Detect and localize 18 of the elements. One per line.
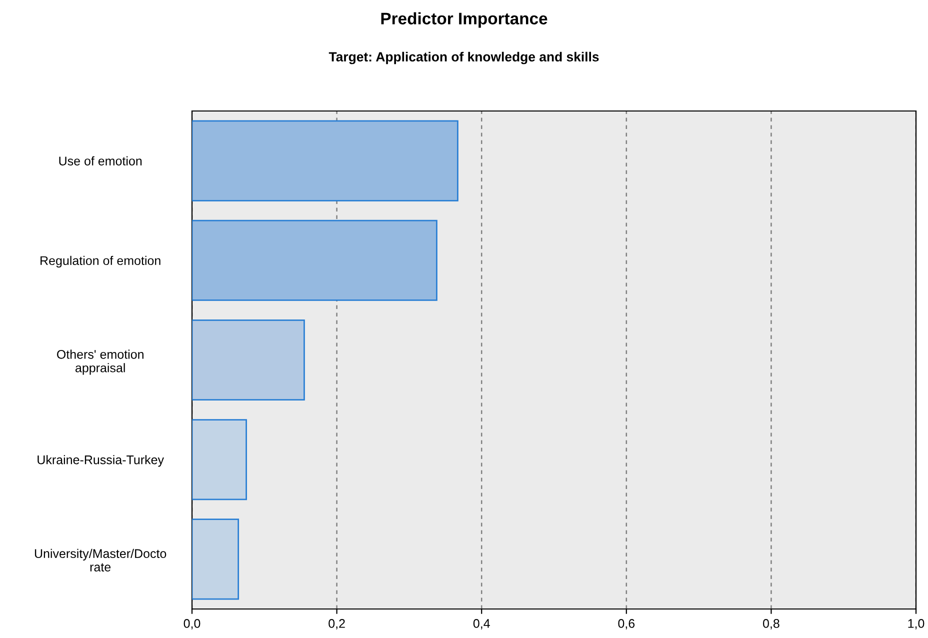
x-tick-label: 0,8 xyxy=(763,619,780,630)
x-tick-label: 0,6 xyxy=(618,619,635,630)
y-tick-label: University/Master/Docto rate xyxy=(34,548,166,572)
bar xyxy=(192,120,458,202)
x-tick-label: 0,4 xyxy=(473,619,490,630)
bar xyxy=(192,518,240,600)
bar xyxy=(192,319,305,401)
y-tick-label: Others' emotion appraisal xyxy=(57,350,144,375)
x-tick-label: 0,2 xyxy=(328,619,345,630)
x-tick-label: 0,0 xyxy=(184,619,200,630)
chart-title: Predictor Importance xyxy=(381,12,548,28)
y-tick-label: Use of emotion xyxy=(59,156,142,166)
chart-subtitle: Target: Application of knowledge and skills xyxy=(328,52,599,64)
x-tick-label: 1,0 xyxy=(908,619,924,630)
bar xyxy=(192,220,438,301)
bar xyxy=(192,419,247,500)
y-tick-label: Ukraine-Russia-Turkey xyxy=(38,455,164,467)
y-tick-label: Regulation of emotion xyxy=(40,256,160,268)
